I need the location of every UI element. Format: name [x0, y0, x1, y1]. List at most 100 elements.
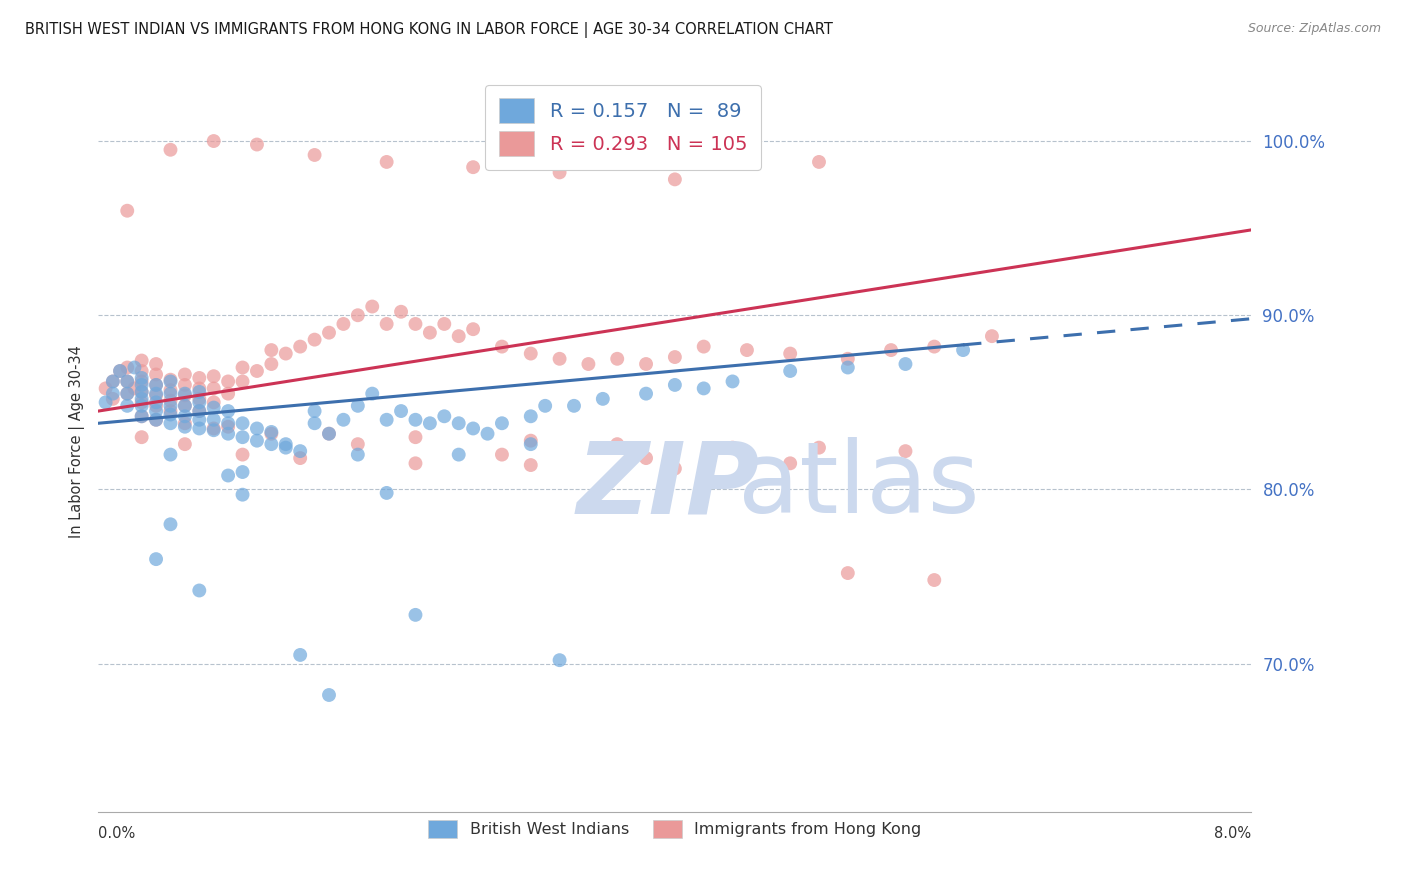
- Point: [124, 360, 146, 375]
- Point: [159, 383, 181, 397]
- Point: [721, 441, 744, 455]
- Point: [159, 393, 181, 408]
- Point: [217, 404, 239, 418]
- Point: [636, 357, 658, 371]
- Point: [159, 143, 181, 157]
- Point: [117, 386, 139, 401]
- Point: [145, 404, 167, 418]
- Point: [188, 395, 211, 409]
- Point: [108, 364, 131, 378]
- Point: [131, 378, 153, 392]
- Point: [145, 378, 167, 392]
- Text: Source: ZipAtlas.com: Source: ZipAtlas.com: [1247, 22, 1381, 36]
- Point: [274, 437, 297, 451]
- Point: [304, 416, 326, 430]
- Point: [101, 375, 124, 389]
- Point: [346, 448, 368, 462]
- Point: [246, 364, 269, 378]
- Point: [491, 416, 513, 430]
- Point: [808, 441, 831, 455]
- Point: [131, 430, 153, 444]
- Point: [131, 384, 153, 399]
- Point: [217, 375, 239, 389]
- Point: [332, 413, 354, 427]
- Point: [447, 329, 470, 343]
- Point: [346, 437, 368, 451]
- Point: [159, 373, 181, 387]
- Point: [606, 351, 628, 366]
- Point: [145, 388, 167, 402]
- Point: [405, 430, 427, 444]
- Point: [361, 300, 384, 314]
- Text: atlas: atlas: [738, 437, 980, 534]
- Point: [260, 343, 283, 357]
- Point: [477, 426, 499, 441]
- Point: [274, 441, 297, 455]
- Point: [145, 357, 167, 371]
- Point: [274, 346, 297, 360]
- Point: [461, 421, 484, 435]
- Point: [174, 388, 197, 402]
- Point: [389, 305, 412, 319]
- Point: [246, 421, 269, 435]
- Point: [260, 426, 283, 441]
- Point: [131, 395, 153, 409]
- Point: [636, 386, 658, 401]
- Point: [405, 456, 427, 470]
- Point: [159, 375, 181, 389]
- Point: [174, 399, 197, 413]
- Point: [217, 386, 239, 401]
- Point: [405, 413, 427, 427]
- Point: [202, 369, 225, 384]
- Point: [389, 404, 412, 418]
- Point: [117, 375, 139, 389]
- Point: [174, 368, 197, 382]
- Point: [159, 517, 181, 532]
- Text: BRITISH WEST INDIAN VS IMMIGRANTS FROM HONG KONG IN LABOR FORCE | AGE 30-34 CORR: BRITISH WEST INDIAN VS IMMIGRANTS FROM H…: [25, 22, 834, 38]
- Point: [534, 399, 557, 413]
- Point: [290, 340, 312, 354]
- Point: [131, 375, 153, 389]
- Point: [217, 426, 239, 441]
- Point: [894, 444, 917, 458]
- Point: [636, 451, 658, 466]
- Point: [131, 399, 153, 413]
- Point: [231, 488, 254, 502]
- Point: [461, 322, 484, 336]
- Point: [606, 437, 628, 451]
- Point: [174, 437, 197, 451]
- Point: [260, 357, 283, 371]
- Point: [188, 404, 211, 418]
- Point: [924, 573, 946, 587]
- Point: [491, 448, 513, 462]
- Point: [837, 351, 859, 366]
- Point: [433, 317, 456, 331]
- Point: [188, 381, 211, 395]
- Point: [304, 404, 326, 418]
- Point: [101, 375, 124, 389]
- Text: 8.0%: 8.0%: [1215, 826, 1251, 840]
- Point: [346, 308, 368, 322]
- Point: [188, 404, 211, 418]
- Point: [693, 381, 716, 395]
- Point: [447, 416, 470, 430]
- Y-axis label: In Labor Force | Age 30-34: In Labor Force | Age 30-34: [69, 345, 84, 538]
- Point: [131, 384, 153, 399]
- Point: [188, 384, 211, 399]
- Point: [231, 430, 254, 444]
- Point: [461, 160, 484, 174]
- Point: [346, 399, 368, 413]
- Point: [174, 416, 197, 430]
- Point: [246, 137, 269, 152]
- Point: [117, 399, 139, 413]
- Point: [131, 364, 153, 378]
- Point: [202, 401, 225, 415]
- Point: [202, 421, 225, 435]
- Text: 0.0%: 0.0%: [98, 826, 135, 840]
- Point: [491, 340, 513, 354]
- Point: [405, 607, 427, 622]
- Point: [520, 458, 543, 472]
- Point: [188, 371, 211, 385]
- Point: [664, 378, 686, 392]
- Point: [188, 421, 211, 435]
